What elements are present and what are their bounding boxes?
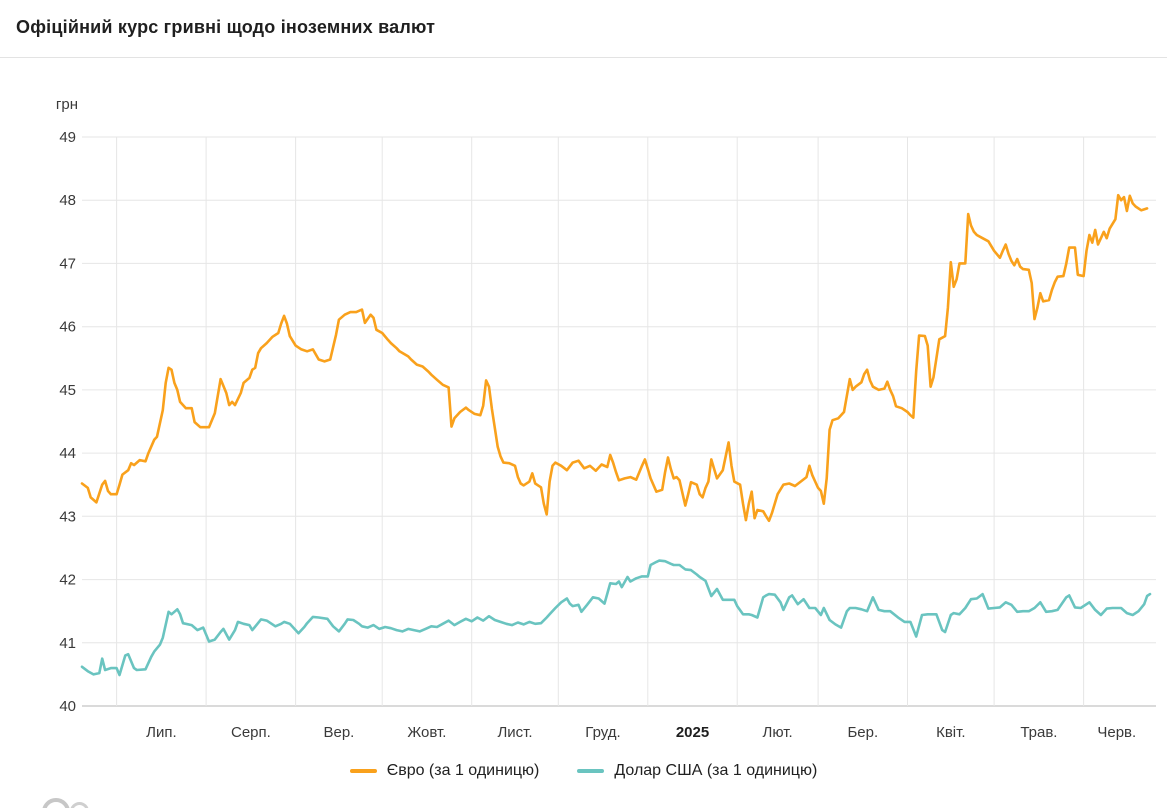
legend-item-eur-label: Євро (за 1 одиницю): [386, 762, 540, 779]
y-tick-label-43: 43: [59, 508, 76, 525]
legend-item-usd-label: Долар США (за 1 одиницю): [614, 762, 818, 779]
watermark-shape-icon: [70, 802, 89, 808]
y-tick-label-42: 42: [59, 572, 76, 589]
y-tick-label-48: 48: [59, 192, 76, 209]
chart-legend: Євро (за 1 одиницю) Долар США (за 1 один…: [0, 762, 1167, 780]
legend-item-usd[interactable]: Долар США (за 1 одиницю): [577, 762, 817, 780]
x-tick-label-Серп.: Серп.: [231, 724, 271, 741]
x-tick-label-Лист.: Лист.: [497, 724, 532, 741]
eur-line: [80, 193, 1149, 523]
x-tick-label-Вер.: Вер.: [323, 724, 354, 741]
watermark-shape-icon: [42, 798, 70, 808]
widget-header: Офіційний курс гривні щодо іноземних вал…: [0, 0, 1167, 57]
x-tick-label-2025: 2025: [676, 724, 709, 741]
legend-item-eur[interactable]: Євро (за 1 одиницю): [349, 762, 540, 780]
y-tick-label-45: 45: [59, 382, 76, 399]
chart-title: Офіційний курс гривні щодо іноземних вал…: [16, 17, 436, 37]
eur-line-swatch: [349, 769, 377, 773]
x-tick-label-Жовт.: Жовт.: [407, 724, 446, 741]
watermark-logo-partial: [40, 796, 100, 808]
y-axis-unit-label: грн: [55, 96, 78, 113]
y-tick-label-49: 49: [59, 129, 76, 146]
x-tick-label-Квіт.: Квіт.: [936, 724, 965, 741]
y-tick-label-47: 47: [59, 255, 76, 272]
x-tick-label-Груд.: Груд.: [585, 724, 620, 741]
x-tick-label-Лют.: Лют.: [763, 724, 793, 741]
y-tick-label-46: 46: [59, 319, 76, 336]
usd-line-swatch: [577, 769, 605, 773]
x-tick-label-Трав.: Трав.: [1020, 724, 1057, 741]
usd-line: [80, 559, 1152, 677]
y-tick-label-41: 41: [59, 635, 76, 652]
title-divider: [0, 57, 1167, 58]
x-tick-label-Лип.: Лип.: [146, 724, 177, 741]
x-tick-label-Черв.: Черв.: [1097, 724, 1136, 741]
y-tick-label-40: 40: [59, 698, 76, 715]
y-tick-label-44: 44: [59, 445, 76, 462]
x-tick-label-Бер.: Бер.: [847, 724, 878, 741]
